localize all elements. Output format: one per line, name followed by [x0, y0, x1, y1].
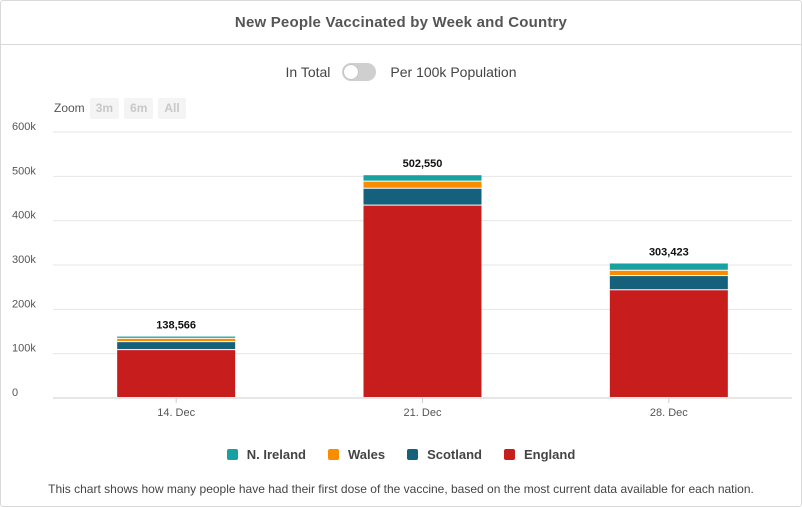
zoom-label: Zoom	[54, 101, 85, 115]
bar-wales-14-dec	[117, 338, 236, 342]
card-header: New People Vaccinated by Week and Countr…	[1, 1, 801, 45]
data-label-total-28-dec: 303,423	[649, 246, 689, 258]
legend-label-wales: Wales	[347, 446, 386, 462]
stacked-bar-chart: 0 100k 200k 300k 400k 500k 600k 138,566 14. Dec 5…	[12, 121, 792, 419]
toggle-label-per-100k[interactable]: Per 100k Population	[390, 64, 517, 80]
legend-label-england: England	[523, 446, 576, 462]
bar-n-ireland-14-dec	[117, 336, 236, 338]
toggle-label-in-total[interactable]: In Total	[285, 64, 331, 80]
zoom-controls: Zoom 3m 6m All	[54, 97, 191, 119]
x-tick-label-28-dec: 28. Dec	[650, 407, 688, 419]
y-tick-label: 200k	[12, 298, 36, 310]
bar-scotland-14-dec	[117, 342, 236, 350]
zoom-3m-button[interactable]: 3m	[89, 97, 120, 119]
chart-caption: This chart shows how many people have ha…	[48, 482, 754, 496]
x-tick-label-21-dec: 21. Dec	[404, 407, 442, 419]
toggle-knob	[344, 65, 359, 79]
bar-n-ireland-21-dec	[363, 175, 482, 181]
legend-item-wales[interactable]: Wales	[327, 446, 386, 462]
legend-item-scotland[interactable]: Scotland	[407, 447, 482, 462]
bar-wales-28-dec	[609, 270, 728, 276]
legend-item-n-ireland[interactable]: N. Ireland	[226, 446, 306, 462]
legend-item-england[interactable]: England	[503, 446, 576, 462]
y-tick-label: 100k	[12, 343, 36, 355]
legend-swatch-scotland	[407, 448, 419, 460]
legend-label-scotland: Scotland	[427, 446, 482, 462]
bar-n-ireland-28-dec	[609, 263, 728, 270]
data-label-total-21-dec: 502,550	[403, 158, 443, 170]
y-tick-label: 0	[12, 387, 18, 399]
bar-england-28-dec	[609, 290, 728, 397]
view-toggle: In Total Per 100k Population	[1, 61, 801, 83]
y-tick-label: 600k	[12, 121, 36, 133]
zoom-all-button[interactable]: All	[158, 97, 186, 119]
per-100k-toggle-switch[interactable]	[342, 63, 377, 81]
bar-england-21-dec	[363, 205, 482, 397]
bar-scotland-28-dec	[609, 276, 728, 290]
y-tick-label: 300k	[12, 254, 36, 266]
chart-title: New People Vaccinated by Week and Countr…	[234, 14, 568, 31]
data-label-total-14-dec: 138,566	[156, 320, 196, 332]
legend-swatch-n-ireland	[226, 448, 238, 460]
bar-england-14-dec	[117, 350, 236, 397]
y-tick-label: 400k	[12, 210, 36, 222]
bar-wales-21-dec	[363, 181, 482, 188]
legend-swatch-wales	[327, 448, 339, 460]
legend-label-n-ireland: N. Ireland	[246, 446, 306, 462]
chart-legend: N. Ireland Wales Scotland England	[1, 445, 801, 463]
x-tick-label-14-dec: 14. Dec	[157, 407, 195, 419]
zoom-6m-button[interactable]: 6m	[124, 97, 154, 119]
y-tick-label: 500k	[12, 165, 36, 177]
bar-scotland-21-dec	[363, 188, 482, 205]
legend-swatch-england	[503, 448, 515, 460]
